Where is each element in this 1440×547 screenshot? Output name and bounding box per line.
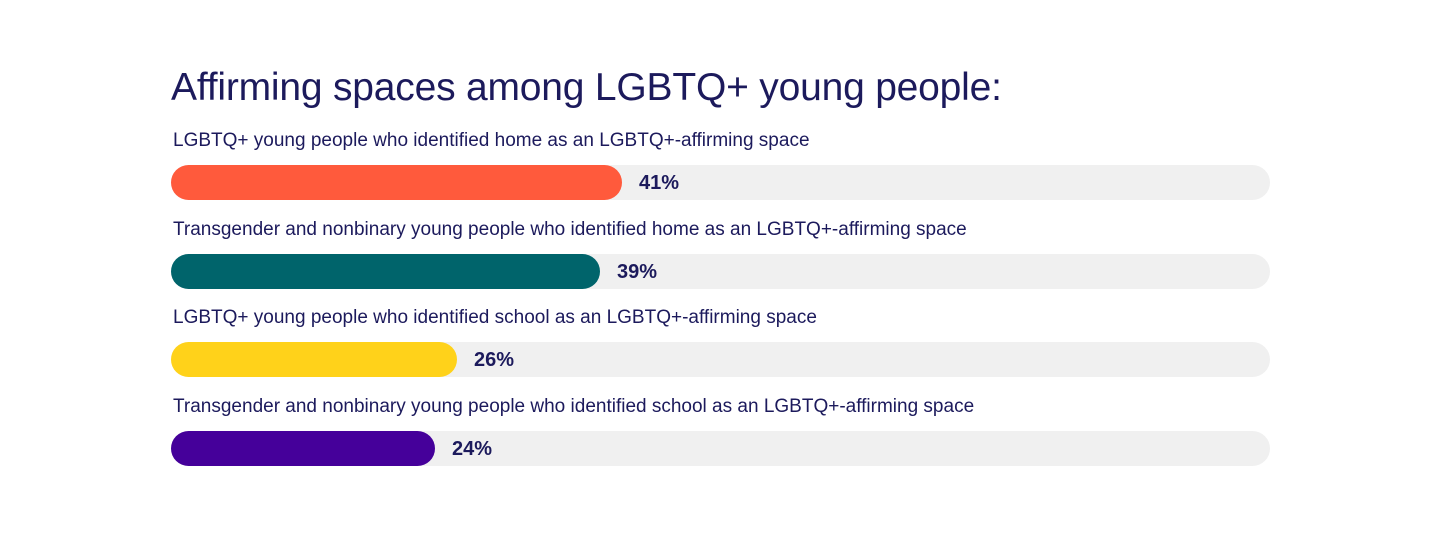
data-label: 41%	[639, 172, 680, 194]
data-label: 24%	[452, 437, 493, 460]
chart-title: Affirming spaces among LGBTQ+ young peop…	[171, 66, 1002, 109]
data-label: 26%	[474, 349, 515, 371]
bar	[171, 430, 435, 466]
bar-row: Transgender and nonbinary young people w…	[171, 217, 1270, 306]
bar	[171, 165, 622, 200]
category-label: Transgender and nonbinary young people w…	[173, 395, 975, 417]
bar-track: 39%	[171, 253, 1270, 289]
category-label: LGBTQ+ young people who identified home …	[173, 130, 810, 151]
category-label: LGBTQ+ young people who identified schoo…	[173, 307, 817, 328]
bar-chart: Affirming spaces among LGBTQ+ young peop…	[171, 62, 1270, 482]
bar	[171, 253, 600, 289]
bar	[171, 342, 457, 377]
bar-track: 26%	[171, 342, 1270, 377]
category-label: Transgender and nonbinary young people w…	[173, 218, 967, 240]
bar-row: Transgender and nonbinary young people w…	[171, 394, 1270, 483]
bar-track: 41%	[171, 165, 1270, 200]
bar-rows: LGBTQ+ young people who identified home …	[171, 128, 1270, 482]
data-label: 39%	[617, 260, 658, 283]
bar-row: LGBTQ+ young people who identified home …	[171, 128, 1270, 217]
bar-row: LGBTQ+ young people who identified schoo…	[171, 305, 1270, 394]
bar-track: 24%	[171, 430, 1270, 466]
